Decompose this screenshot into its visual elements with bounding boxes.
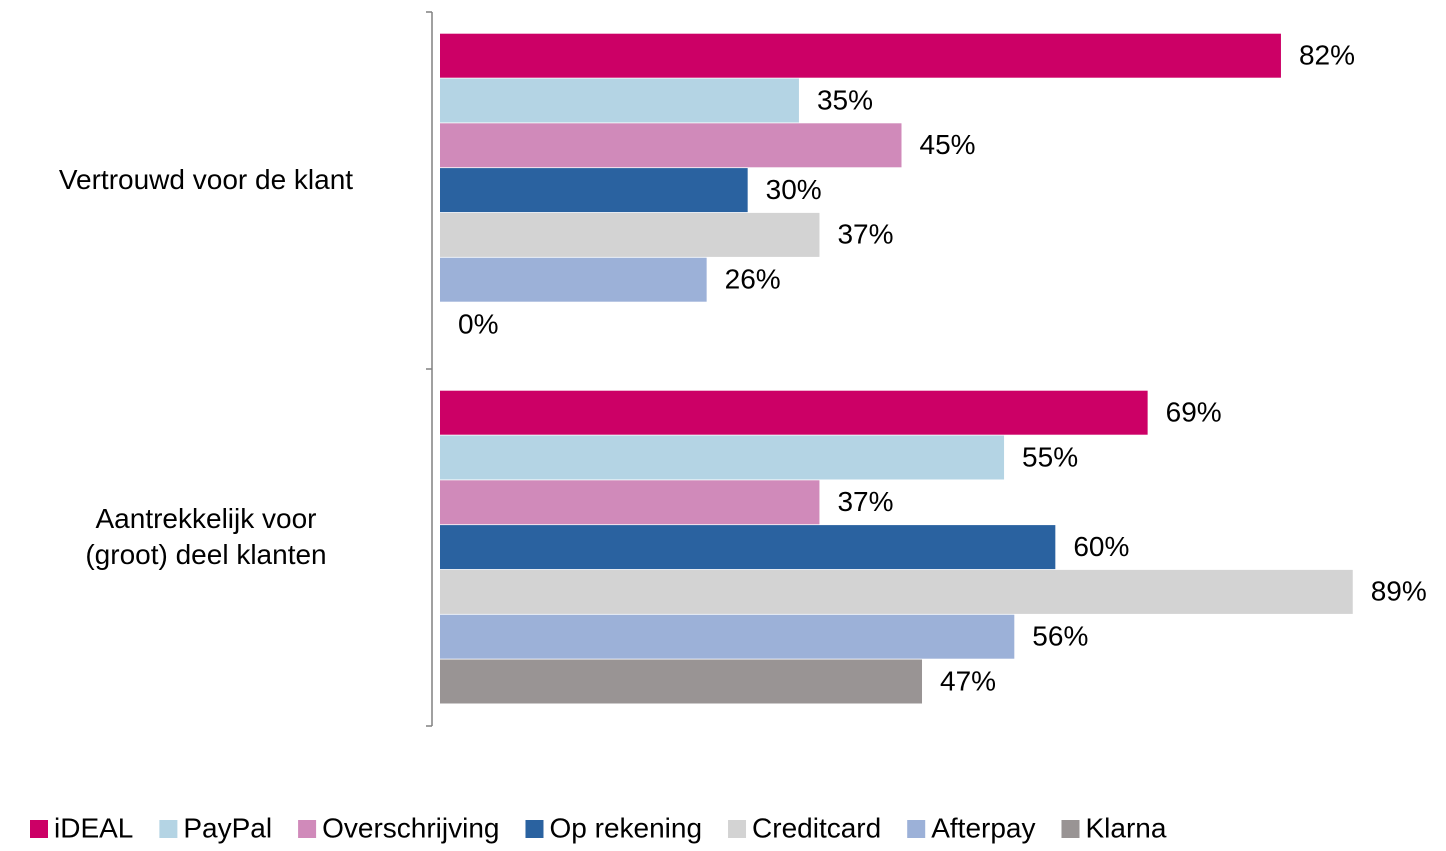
category-label: Aantrekkelijk voor (groot) deel klanten <box>85 502 327 570</box>
bar <box>440 212 820 257</box>
legend-swatch <box>525 820 544 838</box>
bar <box>440 480 820 525</box>
value-label: 89% <box>1371 576 1427 607</box>
bar <box>440 123 902 168</box>
value-label: 0% <box>458 308 498 339</box>
bar <box>440 614 1015 659</box>
bar <box>440 435 1005 480</box>
legend-label: PayPal <box>183 812 272 843</box>
value-label: 37% <box>837 219 893 250</box>
legend-swatch <box>30 820 48 838</box>
bar <box>440 659 923 704</box>
value-label: 35% <box>817 84 873 115</box>
bar <box>440 390 1148 435</box>
legend-swatch <box>728 820 747 838</box>
value-label: 55% <box>1022 441 1078 472</box>
bar <box>440 257 707 302</box>
value-label: 60% <box>1073 531 1129 562</box>
value-label: 82% <box>1299 39 1355 70</box>
value-label: 69% <box>1166 396 1222 427</box>
legend-label: Op rekening <box>549 812 702 843</box>
legend-label: Creditcard <box>752 812 881 843</box>
value-label: 30% <box>766 174 822 205</box>
value-label: 45% <box>920 129 976 160</box>
value-label: 56% <box>1032 620 1088 651</box>
value-label: 37% <box>837 486 893 517</box>
legend-swatch <box>907 820 926 838</box>
bar <box>440 33 1281 78</box>
bar <box>440 168 748 213</box>
value-label: 47% <box>940 665 996 696</box>
value-label: 26% <box>725 263 781 294</box>
bar <box>440 78 799 123</box>
legend-label: Afterpay <box>931 812 1035 843</box>
legend-label: iDEAL <box>54 812 133 843</box>
legend-swatch <box>159 820 178 838</box>
bar <box>440 525 1056 570</box>
legend-label: Overschrijving <box>322 812 499 843</box>
legend-label: Klarna <box>1085 812 1166 843</box>
legend-swatch <box>1061 820 1080 838</box>
category-label: Vertrouwd voor de klant <box>58 163 354 195</box>
bar <box>440 569 1353 614</box>
legend-swatch <box>298 820 317 838</box>
